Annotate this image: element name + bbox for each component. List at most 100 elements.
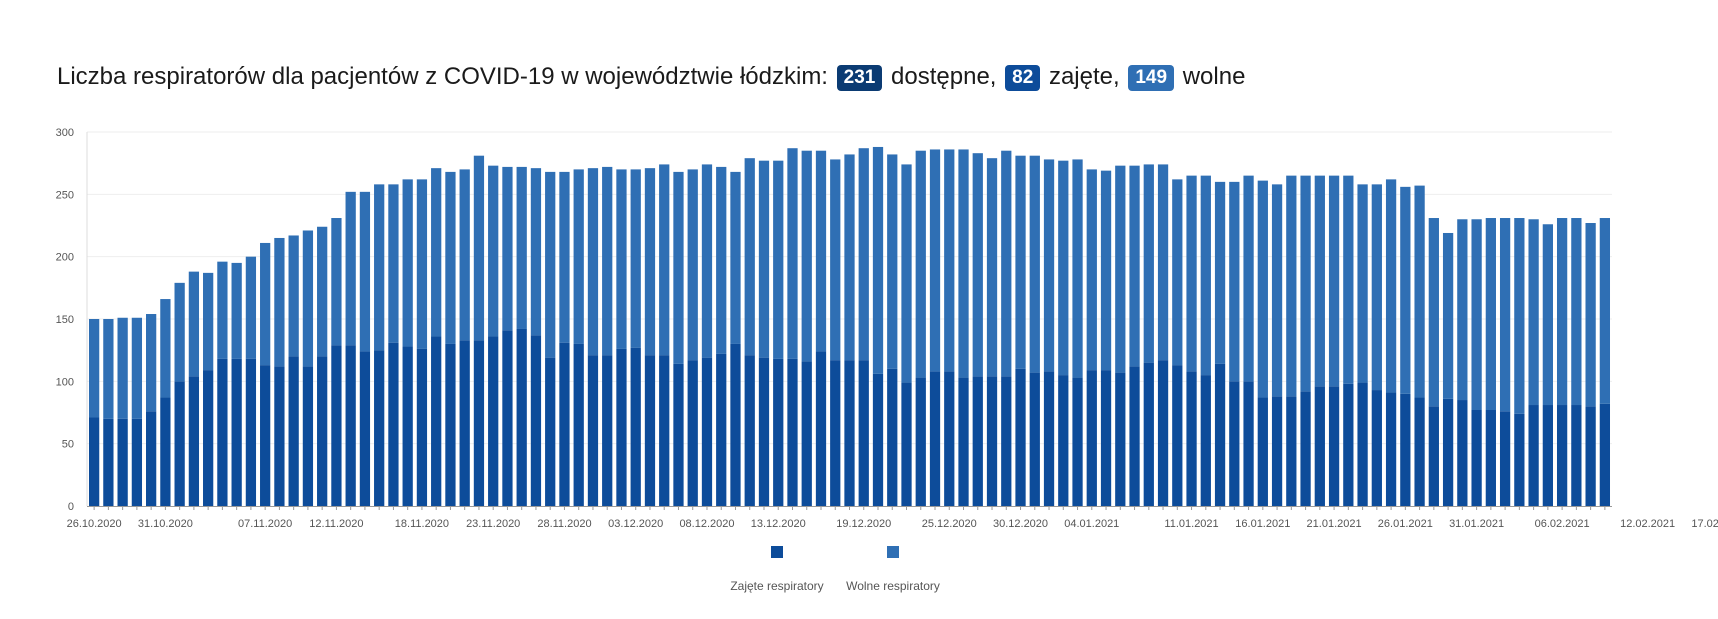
- bar-free: [972, 153, 983, 377]
- x-tick-label: 16.01.2021: [1235, 518, 1290, 530]
- bar-free: [1599, 218, 1611, 404]
- bar-occupied: [1314, 386, 1325, 506]
- bar-free: [1499, 218, 1511, 412]
- bar-occupied: [1357, 382, 1368, 506]
- bar-free: [1129, 165, 1140, 367]
- bar-free: [1157, 164, 1169, 361]
- bar-free: [929, 149, 941, 372]
- bar-occupied: [288, 356, 299, 506]
- bar-occupied: [915, 377, 926, 506]
- legend-free-label: Wolne respiratory: [846, 579, 940, 593]
- bar-free: [1100, 170, 1112, 371]
- y-tick-label: 300: [56, 127, 74, 139]
- bar-free: [872, 146, 884, 374]
- bar-free: [1172, 179, 1183, 366]
- bar-free: [616, 169, 627, 349]
- bar-free: [473, 155, 485, 341]
- bar-occupied: [1385, 392, 1397, 506]
- bar-occupied: [1457, 400, 1468, 506]
- occupied-label: zajęte,: [1048, 63, 1120, 90]
- bar-free: [602, 166, 613, 356]
- bar-occupied: [1029, 372, 1040, 506]
- bar-occupied: [160, 397, 171, 506]
- bar-occupied: [1015, 368, 1026, 506]
- bar-free: [787, 148, 798, 359]
- bar-occupied: [1442, 398, 1454, 506]
- x-tick-label: 26.10.2020: [67, 518, 122, 530]
- bar-free: [1585, 223, 1596, 407]
- bar-occupied: [1200, 375, 1211, 506]
- bar-free: [402, 179, 413, 347]
- x-tick-label: 23.11.2020: [466, 518, 520, 530]
- chart-header: Liczba respiratorów dla pacjentów z COVI…: [57, 60, 1245, 94]
- bar-free: [659, 164, 670, 356]
- legend-occupied-label: Zajęte respiratory: [730, 579, 823, 593]
- bar-occupied: [1058, 375, 1069, 506]
- bar-free: [1115, 165, 1126, 373]
- bar-occupied: [1428, 406, 1439, 506]
- bar-free: [374, 184, 385, 351]
- bar-occupied: [716, 353, 727, 506]
- bar-free: [644, 168, 656, 356]
- bar-free: [1556, 218, 1568, 406]
- bar-free: [288, 235, 299, 357]
- x-tick-label: 30.12.2020: [993, 518, 1048, 530]
- bar-free: [188, 271, 200, 377]
- bar-free: [1229, 181, 1240, 382]
- available-label: dostępne,: [891, 63, 997, 90]
- bar-free: [701, 164, 713, 358]
- bar-free: [630, 169, 641, 348]
- bar-free: [359, 191, 371, 352]
- bar-occupied: [1400, 393, 1411, 506]
- bar-occupied: [1243, 381, 1254, 506]
- bar-occupied: [616, 348, 627, 506]
- occupied-count-badge: 82: [1005, 65, 1041, 91]
- bar-free: [1371, 184, 1382, 391]
- bar-occupied: [958, 377, 969, 506]
- bar-free: [388, 184, 399, 343]
- bar-free: [530, 168, 542, 336]
- bar-occupied: [644, 355, 656, 506]
- y-tick-label: 0: [68, 501, 74, 513]
- bar-occupied: [1585, 406, 1596, 506]
- bar-free: [203, 272, 214, 371]
- bar-occupied: [88, 417, 100, 506]
- bar-occupied: [516, 328, 527, 506]
- bar-occupied: [587, 355, 599, 506]
- x-tick-label: 12.11.2020: [309, 518, 363, 530]
- bar-free: [801, 150, 812, 362]
- bar-free: [1471, 219, 1482, 411]
- bar-occupied: [801, 361, 812, 506]
- y-tick-label: 100: [56, 376, 74, 388]
- bar-occupied: [1129, 366, 1140, 506]
- bar-occupied: [630, 347, 641, 506]
- bar-free: [1514, 218, 1525, 414]
- bar-free: [1343, 175, 1354, 384]
- bar-occupied: [844, 360, 855, 506]
- bar-free: [1086, 169, 1097, 371]
- bar-occupied: [359, 351, 371, 506]
- bar-occupied: [1115, 372, 1126, 506]
- free-count-badge: 149: [1128, 65, 1175, 91]
- bar-occupied: [1229, 381, 1240, 506]
- bar-occupied: [1001, 376, 1012, 506]
- bar-occupied: [1471, 410, 1482, 506]
- bar-occupied: [1300, 391, 1311, 506]
- bar-free: [345, 191, 356, 346]
- bar-free: [1143, 164, 1154, 363]
- bar-free: [317, 226, 328, 357]
- bar-free: [459, 169, 470, 341]
- x-tick-label: 18.11.2020: [395, 518, 449, 530]
- bar-free: [302, 230, 314, 367]
- bar-free: [131, 317, 143, 419]
- bar-occupied: [1286, 396, 1297, 506]
- bar-occupied: [1514, 413, 1525, 506]
- bar-occupied: [1172, 365, 1183, 506]
- bar-free: [915, 150, 926, 378]
- bar-free: [1186, 175, 1197, 372]
- bar-occupied: [188, 376, 200, 506]
- bar-occupied: [858, 360, 869, 506]
- bar-occupied: [502, 330, 513, 506]
- x-tick-label: 08.12.2020: [679, 518, 734, 530]
- bar-free: [559, 171, 570, 343]
